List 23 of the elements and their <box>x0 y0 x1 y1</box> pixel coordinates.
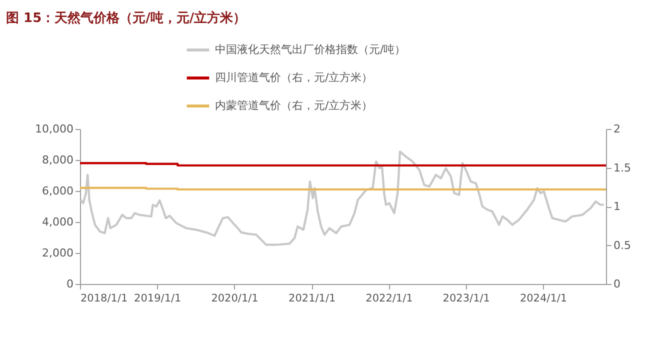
x-tick-label: 2022/1/1 <box>366 292 413 304</box>
y-tick-label: 4,000 <box>42 216 74 228</box>
legend-label: 内蒙管道气价（右，元/立方米） <box>215 99 373 112</box>
y-tick-label: 0 <box>66 278 74 290</box>
y-tick-label: 2,000 <box>42 246 74 260</box>
y2-tick-label: 0 <box>614 278 620 290</box>
y2-tick-label: 1 <box>614 200 620 213</box>
line-series <box>80 150 605 246</box>
y-tick-label: 10,000 <box>35 122 74 136</box>
x-tick-label: 2023/1/1 <box>442 292 490 304</box>
x-tick-label: 2018/1/1 <box>80 292 128 304</box>
legend-label: 中国液化天然气出厂价格指数（元/吨） <box>215 43 406 56</box>
y2-tick-label: 2 <box>614 122 620 136</box>
x-tick-label: 2020/1/1 <box>211 292 258 304</box>
y2-tick-label: 1.5 <box>614 161 631 174</box>
x-tick-label: 2024/1/1 <box>520 292 568 304</box>
x-tick-label: 2021/1/1 <box>288 292 336 304</box>
y2-tick-label: 0.5 <box>614 238 631 252</box>
y-tick-label: 8,000 <box>42 154 74 166</box>
chart-title: 图 15：天然气价格（元/吨，元/立方米） <box>6 10 246 26</box>
y-tick-label: 6,000 <box>42 184 74 198</box>
x-tick-label: 2019/1/1 <box>134 292 182 304</box>
legend-label: 四川管道气价（右，元/立方米） <box>215 71 373 84</box>
